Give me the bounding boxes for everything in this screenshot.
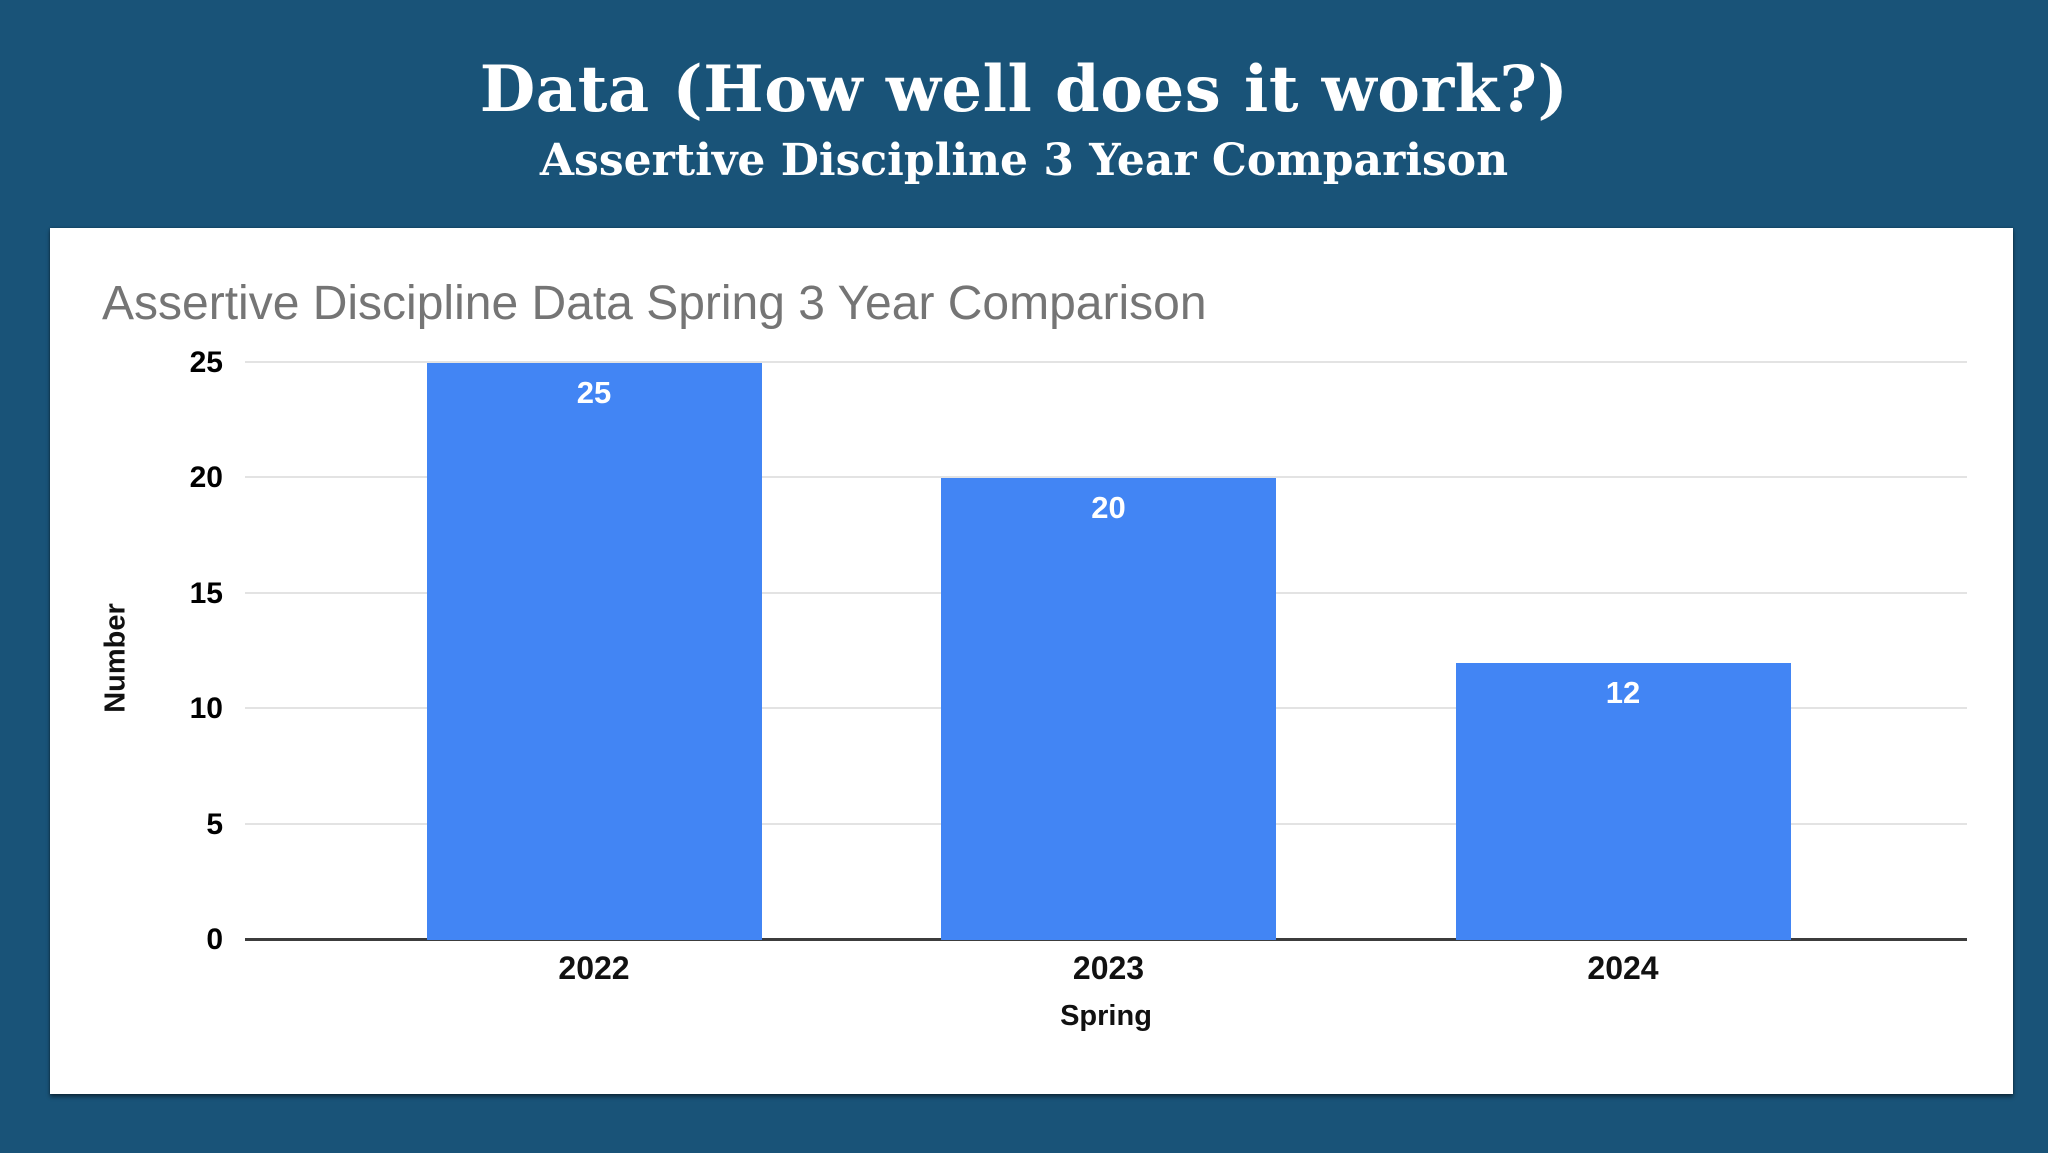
- y-tick-label: 0: [206, 923, 223, 956]
- y-axis-title: Number: [99, 603, 132, 713]
- bar-2023: 20: [941, 478, 1276, 940]
- x-tick-label: 2023: [1072, 950, 1145, 986]
- x-tick-label: 2024: [1587, 950, 1659, 986]
- slide-header: Data (How well does it work?) Assertive …: [0, 0, 2048, 228]
- chart-panel: Assertive Discipline Data Spring 3 Year …: [50, 228, 2013, 1094]
- y-tick-label: 25: [189, 345, 223, 379]
- bar-value-label: 12: [1605, 674, 1641, 710]
- chart-title: Assertive Discipline Data Spring 3 Year …: [102, 277, 1207, 330]
- slide-subtitle: Assertive Discipline 3 Year Comparison: [539, 135, 1509, 186]
- gridline: [245, 476, 1967, 478]
- y-tick-label: 15: [189, 576, 223, 610]
- gridline: [245, 360, 1967, 363]
- x-axis-title: Spring: [1060, 1000, 1152, 1032]
- bar-value-label: 25: [576, 374, 612, 410]
- y-tick-label: 10: [189, 692, 223, 725]
- bar-2024: 12: [1455, 662, 1791, 940]
- slide-title: Data (How well does it work?): [479, 52, 1569, 127]
- y-tick-label: 5: [206, 807, 223, 841]
- plot-area: Spring 0 5 10 15 20 25 25 2022 20 2023 12 2024: [190, 328, 1967, 1032]
- x-tick-label: 2022: [558, 950, 630, 986]
- bar-2022: 25: [426, 362, 762, 940]
- bar-value-label: 20: [1091, 490, 1126, 525]
- y-tick-label: 20: [189, 461, 223, 494]
